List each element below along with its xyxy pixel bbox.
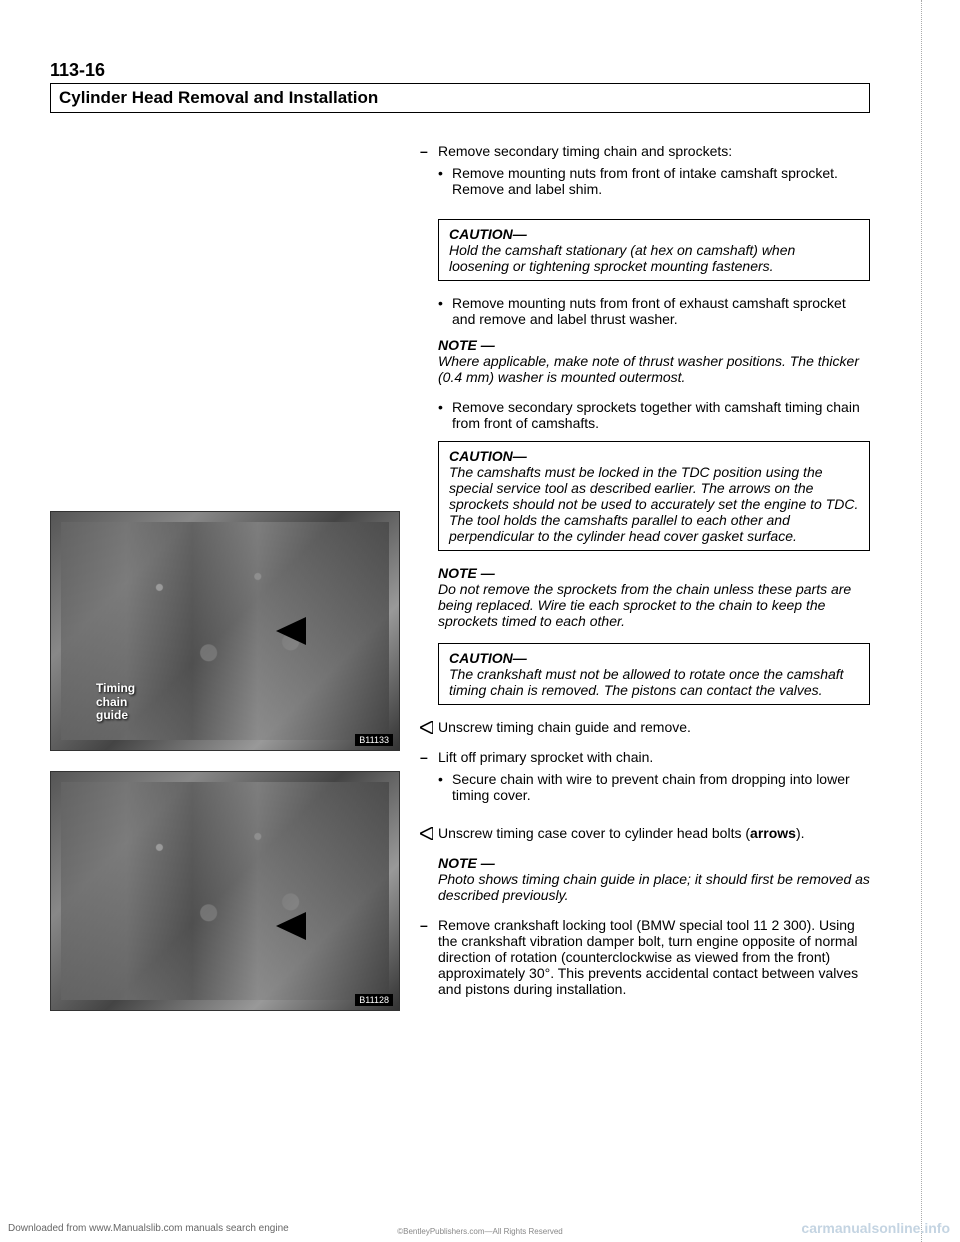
photo-timing-chain-guide: Timing chain guide B11133 <box>50 511 400 751</box>
note-text: Where applicable, make note of thrust wa… <box>438 353 870 385</box>
bullet-item: Remove mounting nuts from front of exhau… <box>438 295 870 327</box>
bullet-text: Secure chain with wire to prevent chain … <box>452 771 870 803</box>
note-title: NOTE — <box>438 565 870 581</box>
step: – Lift off primary sprocket with chain. … <box>420 749 870 811</box>
step: Unscrew timing case cover to cylinder he… <box>420 825 870 841</box>
margin-decoration <box>921 0 922 1242</box>
photo-label: Timing chain guide <box>96 682 135 722</box>
note-block: NOTE — Photo shows timing chain guide in… <box>438 855 870 903</box>
watermark: carmanualsonline.info <box>801 1220 950 1236</box>
triangle-icon <box>420 719 438 735</box>
photo-code: B11133 <box>355 734 393 746</box>
caution-text: The crankshaft must not be allowed to ro… <box>449 666 859 698</box>
dash-marker: – <box>420 917 438 997</box>
step-text: Unscrew timing case cover to cylinder he… <box>438 825 870 841</box>
photo-label-l2: chain <box>96 695 127 709</box>
footer-download: Downloaded from www.Manualslib.com manua… <box>8 1223 289 1234</box>
caution-box: CAUTION— Hold the camshaft stationary (a… <box>438 219 870 281</box>
photo-timing-case-bolts: B11128 <box>50 771 400 1011</box>
bullet-text: Remove mounting nuts from front of intak… <box>452 165 870 197</box>
note-text: Do not remove the sprockets from the cha… <box>438 581 870 629</box>
step-text: Remove secondary timing chain and sprock… <box>438 143 870 205</box>
step-text: Remove crankshaft locking tool (BMW spec… <box>438 917 870 997</box>
caution-text: The camshafts must be locked in the TDC … <box>449 464 859 544</box>
step: – Remove crankshaft locking tool (BMW sp… <box>420 917 870 997</box>
step-main: Remove secondary timing chain and sprock… <box>438 143 732 159</box>
left-column: Timing chain guide B11133 B11128 <box>50 143 400 1011</box>
note-text: Photo shows timing chain guide in place;… <box>438 871 870 903</box>
dash-marker: – <box>420 143 438 205</box>
bullet-text: Remove secondary sprockets together with… <box>452 399 870 431</box>
step-main: Lift off primary sprocket with chain. <box>438 749 653 765</box>
photo-label-l1: Timing <box>96 681 135 695</box>
bullet-text: Remove mounting nuts from front of exhau… <box>452 295 870 327</box>
photo-label-l3: guide <box>96 708 128 722</box>
bullet-item: Remove mounting nuts from front of intak… <box>438 165 870 197</box>
bullet-icon <box>438 165 452 197</box>
arrow-icon <box>276 617 306 645</box>
bullet-icon <box>438 399 452 431</box>
bullet-item: Secure chain with wire to prevent chain … <box>438 771 870 803</box>
page-number: 113-16 <box>50 60 920 81</box>
step: Unscrew timing chain guide and remove. <box>420 719 870 735</box>
photo-code: B11128 <box>355 994 393 1006</box>
note-block: NOTE — Do not remove the sprockets from … <box>438 565 870 629</box>
note-title: NOTE — <box>438 855 870 871</box>
caution-text: Hold the camshaft stationary (at hex on … <box>449 242 859 274</box>
bullet-icon <box>438 771 452 803</box>
bullet-icon <box>438 295 452 327</box>
dash-marker: – <box>420 749 438 811</box>
content-area: Timing chain guide B11133 B11128 – Remov… <box>50 143 870 1011</box>
step-text: Unscrew timing chain guide and remove. <box>438 719 870 735</box>
caution-title: CAUTION— <box>449 650 859 666</box>
caution-title: CAUTION— <box>449 448 859 464</box>
caution-title: CAUTION— <box>449 226 859 242</box>
arrow-icon <box>276 912 306 940</box>
footer-copyright: ©BentleyPublishers.com—All Rights Reserv… <box>397 1227 563 1236</box>
caution-box: CAUTION— The camshafts must be locked in… <box>438 441 870 551</box>
triangle-icon <box>420 825 438 841</box>
page-title: Cylinder Head Removal and Installation <box>50 83 870 113</box>
note-block: NOTE — Where applicable, make note of th… <box>438 337 870 385</box>
caution-box: CAUTION— The crankshaft must not be allo… <box>438 643 870 705</box>
bullet-item: Remove secondary sprockets together with… <box>438 399 870 431</box>
step-text: Lift off primary sprocket with chain. Se… <box>438 749 870 811</box>
right-column: – Remove secondary timing chain and spro… <box>420 143 870 1011</box>
note-title: NOTE — <box>438 337 870 353</box>
step: – Remove secondary timing chain and spro… <box>420 143 870 205</box>
